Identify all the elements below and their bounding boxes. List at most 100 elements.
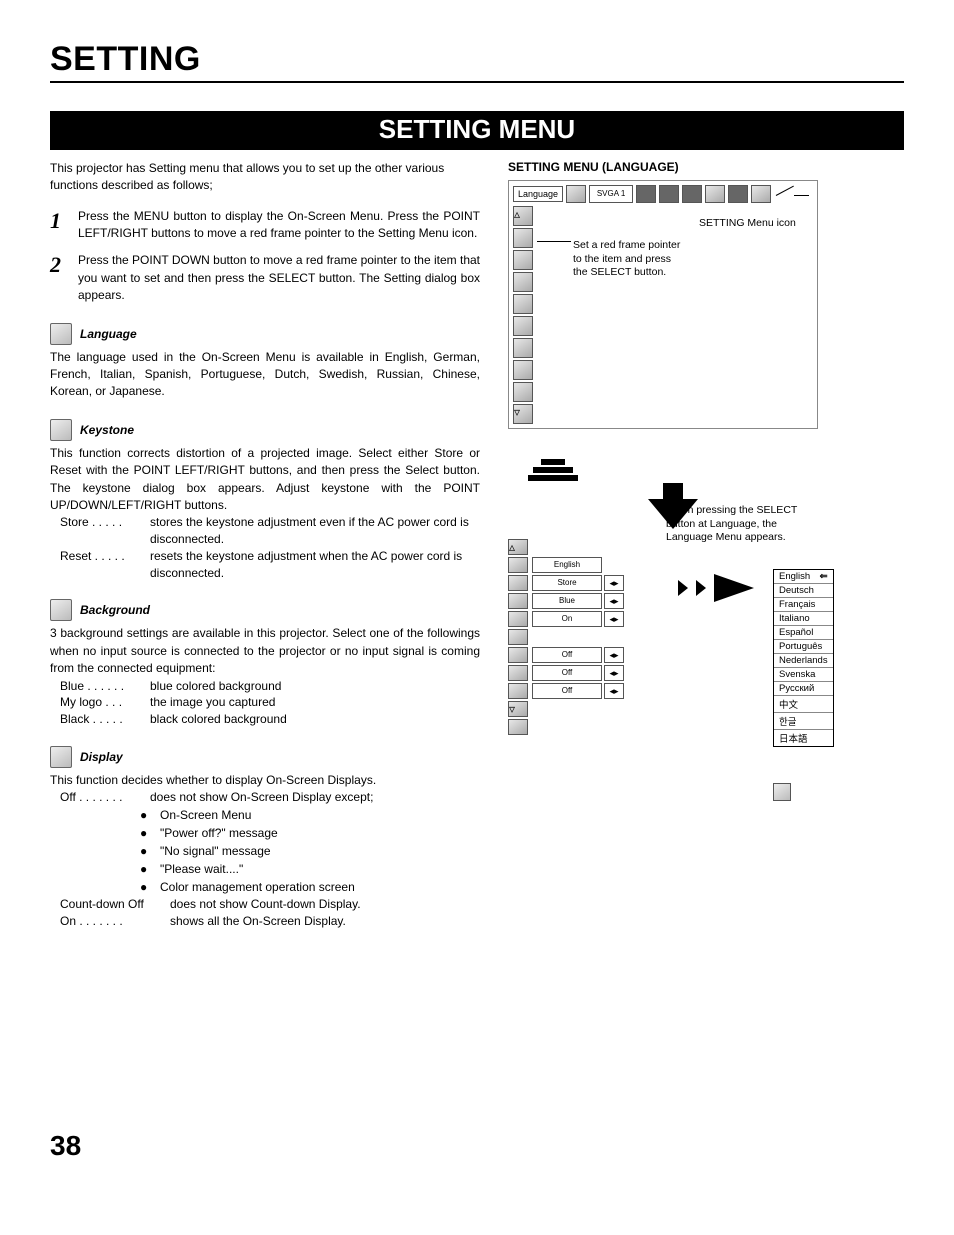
select-note: When pressing the SELECT button at Langu… — [666, 504, 816, 545]
vertical-icon-strip: ▵ ▿ — [513, 206, 533, 424]
row-val: does not show Count-down Display. — [170, 896, 480, 913]
row-val: stores the keystone adjustment even if t… — [150, 514, 480, 548]
bg-logo-row: My logo . . . the image you captured — [60, 694, 480, 711]
step-1: 1 Press the MENU button to display the O… — [50, 208, 480, 243]
menu-icon — [513, 360, 533, 380]
arrow-down-icon — [663, 483, 683, 499]
section-title: Language — [80, 327, 137, 341]
background-icon — [50, 599, 72, 621]
figure-caption: SETTING MENU (LANGUAGE) — [508, 160, 904, 174]
scroll-down-icon: ▿ — [513, 404, 533, 424]
row-key: Blue . . . . . . — [60, 678, 150, 695]
bullet-text: "Please wait...." — [160, 862, 243, 876]
lang-option: Italiano — [774, 612, 833, 626]
menu-icon — [751, 185, 771, 203]
globe-icon — [50, 323, 72, 345]
list-item: ●"Please wait...." — [140, 860, 480, 878]
step-2: 2 Press the POINT DOWN button to move a … — [50, 252, 480, 304]
red-frame-callout: Set a red frame pointer to the item and … — [573, 239, 688, 280]
lang-option: Français — [774, 598, 833, 612]
bullet-text: "No signal" message — [160, 844, 271, 858]
keystone-icon — [508, 575, 528, 591]
menu-icon-callout: SETTING Menu icon — [699, 217, 796, 231]
row-val: black colored background — [150, 711, 480, 728]
row-key: On . . . . . . . — [60, 913, 170, 930]
background-icon — [513, 272, 533, 292]
list-item: ●"Power off?" message — [140, 824, 480, 842]
section-header-display: Display — [50, 746, 480, 768]
menu-icon — [682, 185, 702, 203]
row-key: Reset . . . . . — [60, 548, 150, 582]
exit-icon — [508, 719, 528, 735]
lang-option: 한글 — [774, 713, 833, 730]
banner-title: SETTING MENU — [50, 111, 904, 150]
section-title: Keystone — [80, 423, 134, 437]
row-key: Count-down Off — [60, 896, 170, 913]
setting-value: On — [532, 611, 602, 627]
section-body: This function decides whether to display… — [50, 772, 480, 789]
scroll-down-icon: ▿ — [508, 701, 528, 717]
menu-icon — [508, 683, 528, 699]
section-header-keystone: Keystone — [50, 419, 480, 441]
section-title: Display — [80, 750, 123, 764]
display-countdown-row: Count-down Off does not show Count-down … — [60, 896, 480, 913]
menu-icon — [728, 185, 748, 203]
list-item: ●"No signal" message — [140, 842, 480, 860]
lang-option: English⇐ — [774, 570, 833, 584]
setting-value: Off — [532, 647, 602, 663]
display-icon — [508, 611, 528, 627]
settings-panel: ▵ ▿ English — [508, 539, 818, 735]
menu-icon — [636, 185, 656, 203]
lang-option: Español — [774, 626, 833, 640]
row-val: resets the keystone adjustment when the … — [150, 548, 480, 582]
display-off-row: Off . . . . . . . does not show On-Scree… — [60, 789, 480, 806]
display-bullet-list: ●On-Screen Menu ●"Power off?" message ●"… — [140, 806, 480, 896]
left-right-icon: ◂▸ — [604, 665, 624, 681]
display-icon — [50, 746, 72, 768]
callout-line — [794, 195, 809, 196]
selected-arrow-icon: ⇐ — [820, 571, 828, 582]
list-item: ●On-Screen Menu — [140, 806, 480, 824]
step-text: Press the MENU button to display the On-… — [78, 208, 480, 243]
keystone-reset-row: Reset . . . . . resets the keystone adju… — [60, 548, 480, 582]
setting-value: Off — [532, 683, 602, 699]
row-key: Store . . . . . — [60, 514, 150, 548]
language-popup-menu: English⇐ Deutsch Français Italiano Españ… — [773, 569, 834, 747]
step-number: 1 — [50, 208, 78, 243]
bullet-text: Color management operation screen — [160, 880, 355, 894]
step-text: Press the POINT DOWN button to move a re… — [78, 252, 480, 304]
chapter-title: SETTING — [50, 40, 904, 83]
menu-bar: Language SVGA 1 — [513, 185, 813, 203]
bullet-text: "Power off?" message — [160, 826, 278, 840]
page-number: 38 — [50, 1130, 904, 1162]
display-on-row: On . . . . . . . shows all the On-Screen… — [60, 913, 480, 930]
callout-line — [537, 241, 571, 242]
right-column: SETTING MENU (LANGUAGE) Language SVGA 1 … — [508, 160, 904, 930]
scroll-up-icon: ▵ — [513, 206, 533, 226]
left-right-icon: ◂▸ — [604, 575, 624, 591]
scroll-up-icon: ▵ — [508, 539, 528, 555]
section-header-language: Language — [50, 323, 480, 345]
arrow-right-icon — [678, 574, 754, 602]
section-body: 3 background settings are available in t… — [50, 625, 480, 677]
intro-text: This projector has Setting menu that all… — [50, 160, 480, 194]
lang-option: 中文 — [774, 696, 833, 713]
menu-icon — [513, 382, 533, 402]
setting-value: Blue — [532, 593, 602, 609]
left-right-icon: ◂▸ — [604, 611, 624, 627]
keystone-store-row: Store . . . . . stores the keystone adju… — [60, 514, 480, 548]
keystone-icon — [50, 419, 72, 441]
menu-icon — [508, 629, 528, 645]
left-right-icon: ◂▸ — [604, 683, 624, 699]
setting-menu-figure: Language SVGA 1 ▵ — [508, 180, 818, 429]
globe-icon — [508, 557, 528, 573]
keystone-icon — [513, 250, 533, 270]
setting-value: Store — [532, 575, 602, 591]
lang-option: 日本語 — [774, 730, 833, 746]
lang-option: Nederlands — [774, 654, 833, 668]
lang-option: Svenska — [774, 668, 833, 682]
left-column: This projector has Setting menu that all… — [50, 160, 480, 930]
menu-label: Language — [513, 186, 563, 202]
menu-icon — [513, 316, 533, 336]
bg-blue-row: Blue . . . . . . blue colored background — [60, 678, 480, 695]
